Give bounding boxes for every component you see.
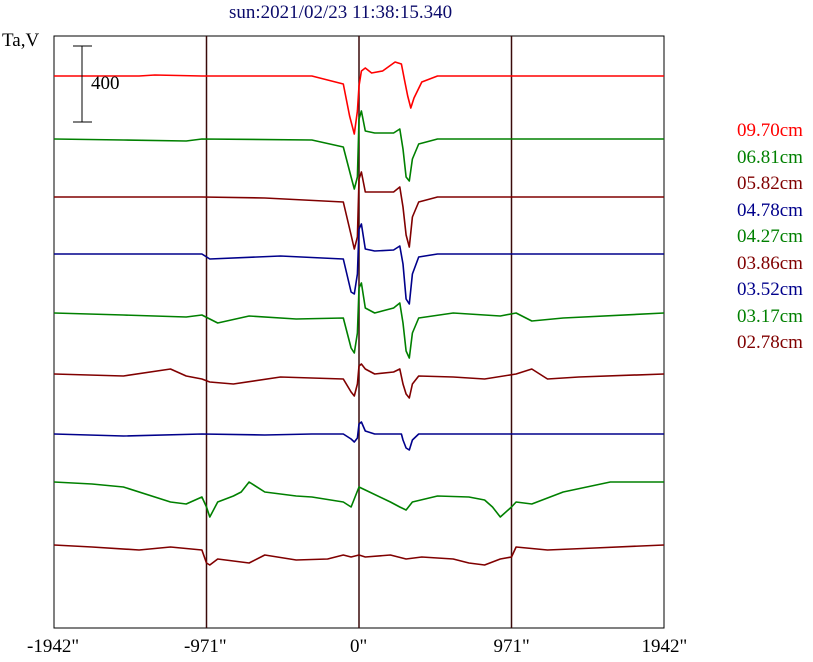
series-line-6 xyxy=(53,421,664,451)
series-line-5 xyxy=(53,363,665,399)
series-line-8 xyxy=(53,544,665,566)
legend-entry: 03.52cm xyxy=(737,279,803,300)
legend-entry: 04.78cm xyxy=(737,199,803,221)
x-tick-label: 0" xyxy=(350,636,368,657)
scale-bar-label: 400 xyxy=(91,73,120,94)
series-line-4 xyxy=(53,282,665,359)
chart-title: sun:2021/02/23 11:38:15.340 xyxy=(229,2,453,23)
series-line-7 xyxy=(53,481,664,518)
legend-entry: 03.17cm xyxy=(737,305,803,327)
x-tick-label: -1942" xyxy=(27,636,80,657)
series-lines xyxy=(53,61,665,566)
legend-entry: 05.82cm xyxy=(737,173,803,194)
legend-entry: 04.27cm xyxy=(737,226,803,247)
series-line-3 xyxy=(54,223,664,305)
legend-entry: 06.81cm xyxy=(737,146,803,168)
series-line-0 xyxy=(54,61,664,135)
x-tick-label: -971" xyxy=(184,636,227,657)
x-tick-label: 971" xyxy=(493,636,530,657)
legend-entry: 09.70cm xyxy=(737,120,803,141)
legend-entry: 03.86cm xyxy=(737,252,803,274)
x-tick-label: 1942" xyxy=(641,636,688,657)
series-line-2 xyxy=(54,171,664,250)
legend-entry: 02.78cm xyxy=(737,332,803,353)
y-axis-label: Ta,V xyxy=(2,30,40,51)
legend: 09.70cm 06.81cm 05.82cm 04.78cm 04.27cm 03.86… xyxy=(737,118,803,357)
scale-bar xyxy=(73,45,92,123)
series-line-1 xyxy=(53,110,664,190)
